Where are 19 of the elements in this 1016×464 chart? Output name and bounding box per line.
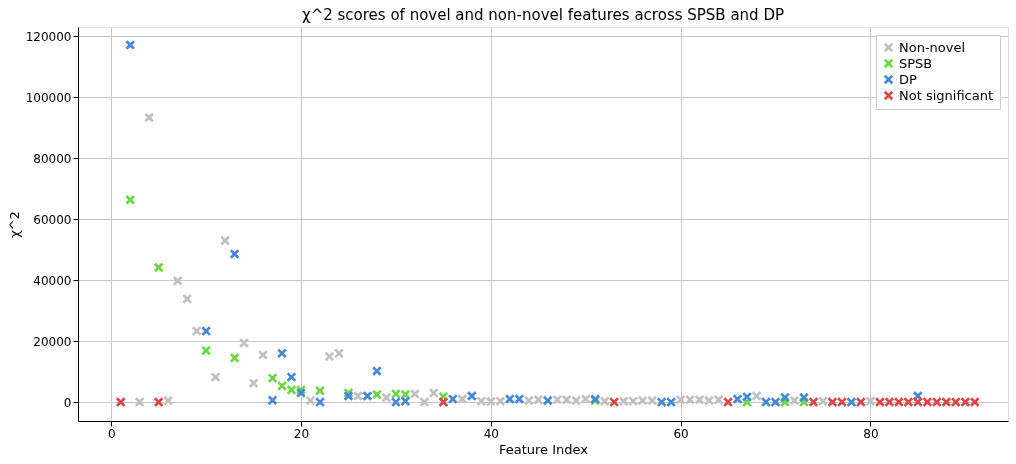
x-tick-label: 20 [293,426,310,441]
x-axis-title: Feature Index [498,441,589,457]
x-tick-label: 0 [107,426,116,441]
x-tick-label: 60 [673,426,689,441]
chart-title: χ^2 scores of novel and non-novel features across SPSB and DP [301,6,785,24]
y-tick-label: 0 [63,395,72,410]
y-tick-label: 80000 [33,151,72,166]
y-tick-label: 120000 [25,29,72,44]
x-tick-label: 80 [863,426,879,441]
legend-label: Not significant [899,87,994,103]
x-tick-label: 40 [483,426,499,441]
y-axis-title: χ^2 [6,211,22,238]
legend-label: Non-novel [899,39,966,55]
legend-label: SPSB [899,55,933,71]
y-tick-label: 100000 [25,90,72,105]
y-tick-label: 60000 [33,212,72,227]
legend-label: DP [899,71,918,87]
y-tick-label: 20000 [33,334,72,349]
y-tick-label: 40000 [33,273,72,288]
